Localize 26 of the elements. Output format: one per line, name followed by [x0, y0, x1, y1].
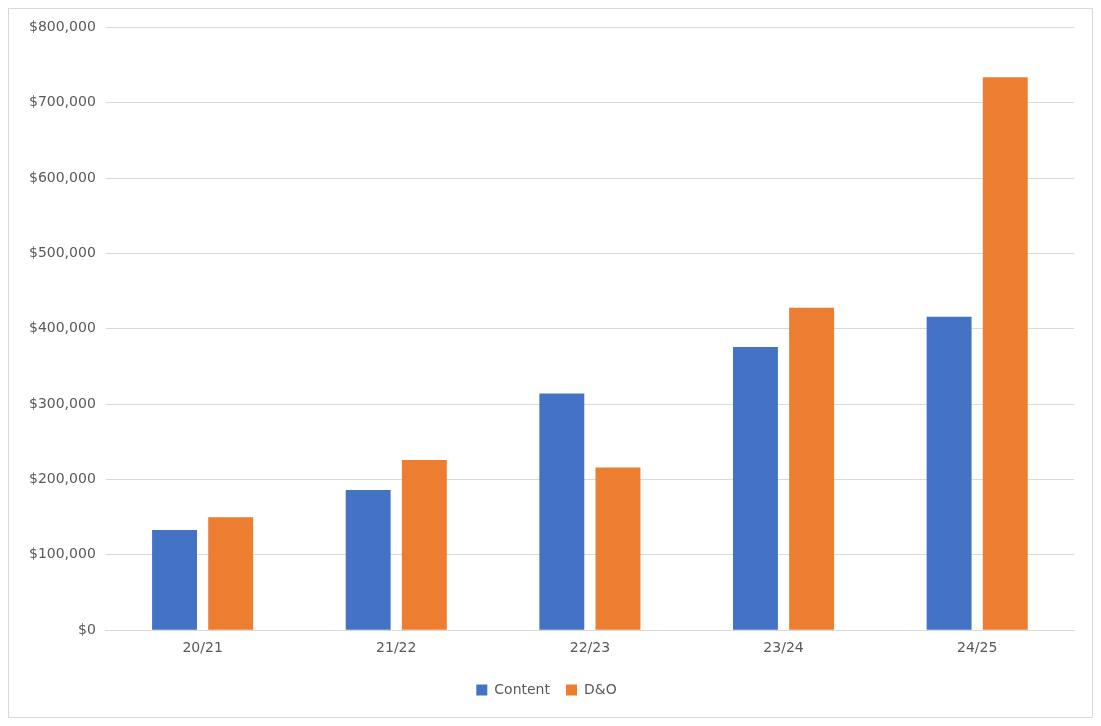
y-tick-label: $0 — [77, 620, 96, 637]
bar — [789, 307, 835, 630]
bar — [345, 490, 391, 630]
legend-label: Content — [494, 680, 551, 697]
x-tick-label: 23/24 — [763, 639, 804, 656]
bar — [401, 459, 447, 630]
y-tick-label: $600,000 — [28, 168, 96, 185]
x-tick-label: 24/25 — [957, 639, 998, 656]
x-tick-label: 22/23 — [569, 639, 611, 656]
y-tick-label: $500,000 — [28, 244, 96, 261]
legend-label: D&O — [583, 680, 617, 697]
bar — [926, 316, 972, 630]
bar — [733, 346, 778, 630]
y-tick-label: $400,000 — [28, 319, 96, 336]
bar — [982, 77, 1028, 630]
bar — [539, 393, 585, 630]
y-tick-label: $300,000 — [28, 394, 96, 411]
x-tick-label: 20/21 — [182, 639, 223, 656]
y-tick-label: $700,000 — [28, 93, 96, 110]
y-tick-label: $200,000 — [28, 470, 96, 487]
bar — [152, 529, 198, 630]
y-tick-label: $100,000 — [28, 545, 96, 562]
bar — [595, 467, 641, 630]
bar — [208, 517, 254, 630]
y-tick-label: $800,000 — [28, 18, 96, 35]
x-tick-label: 21/22 — [376, 639, 417, 656]
